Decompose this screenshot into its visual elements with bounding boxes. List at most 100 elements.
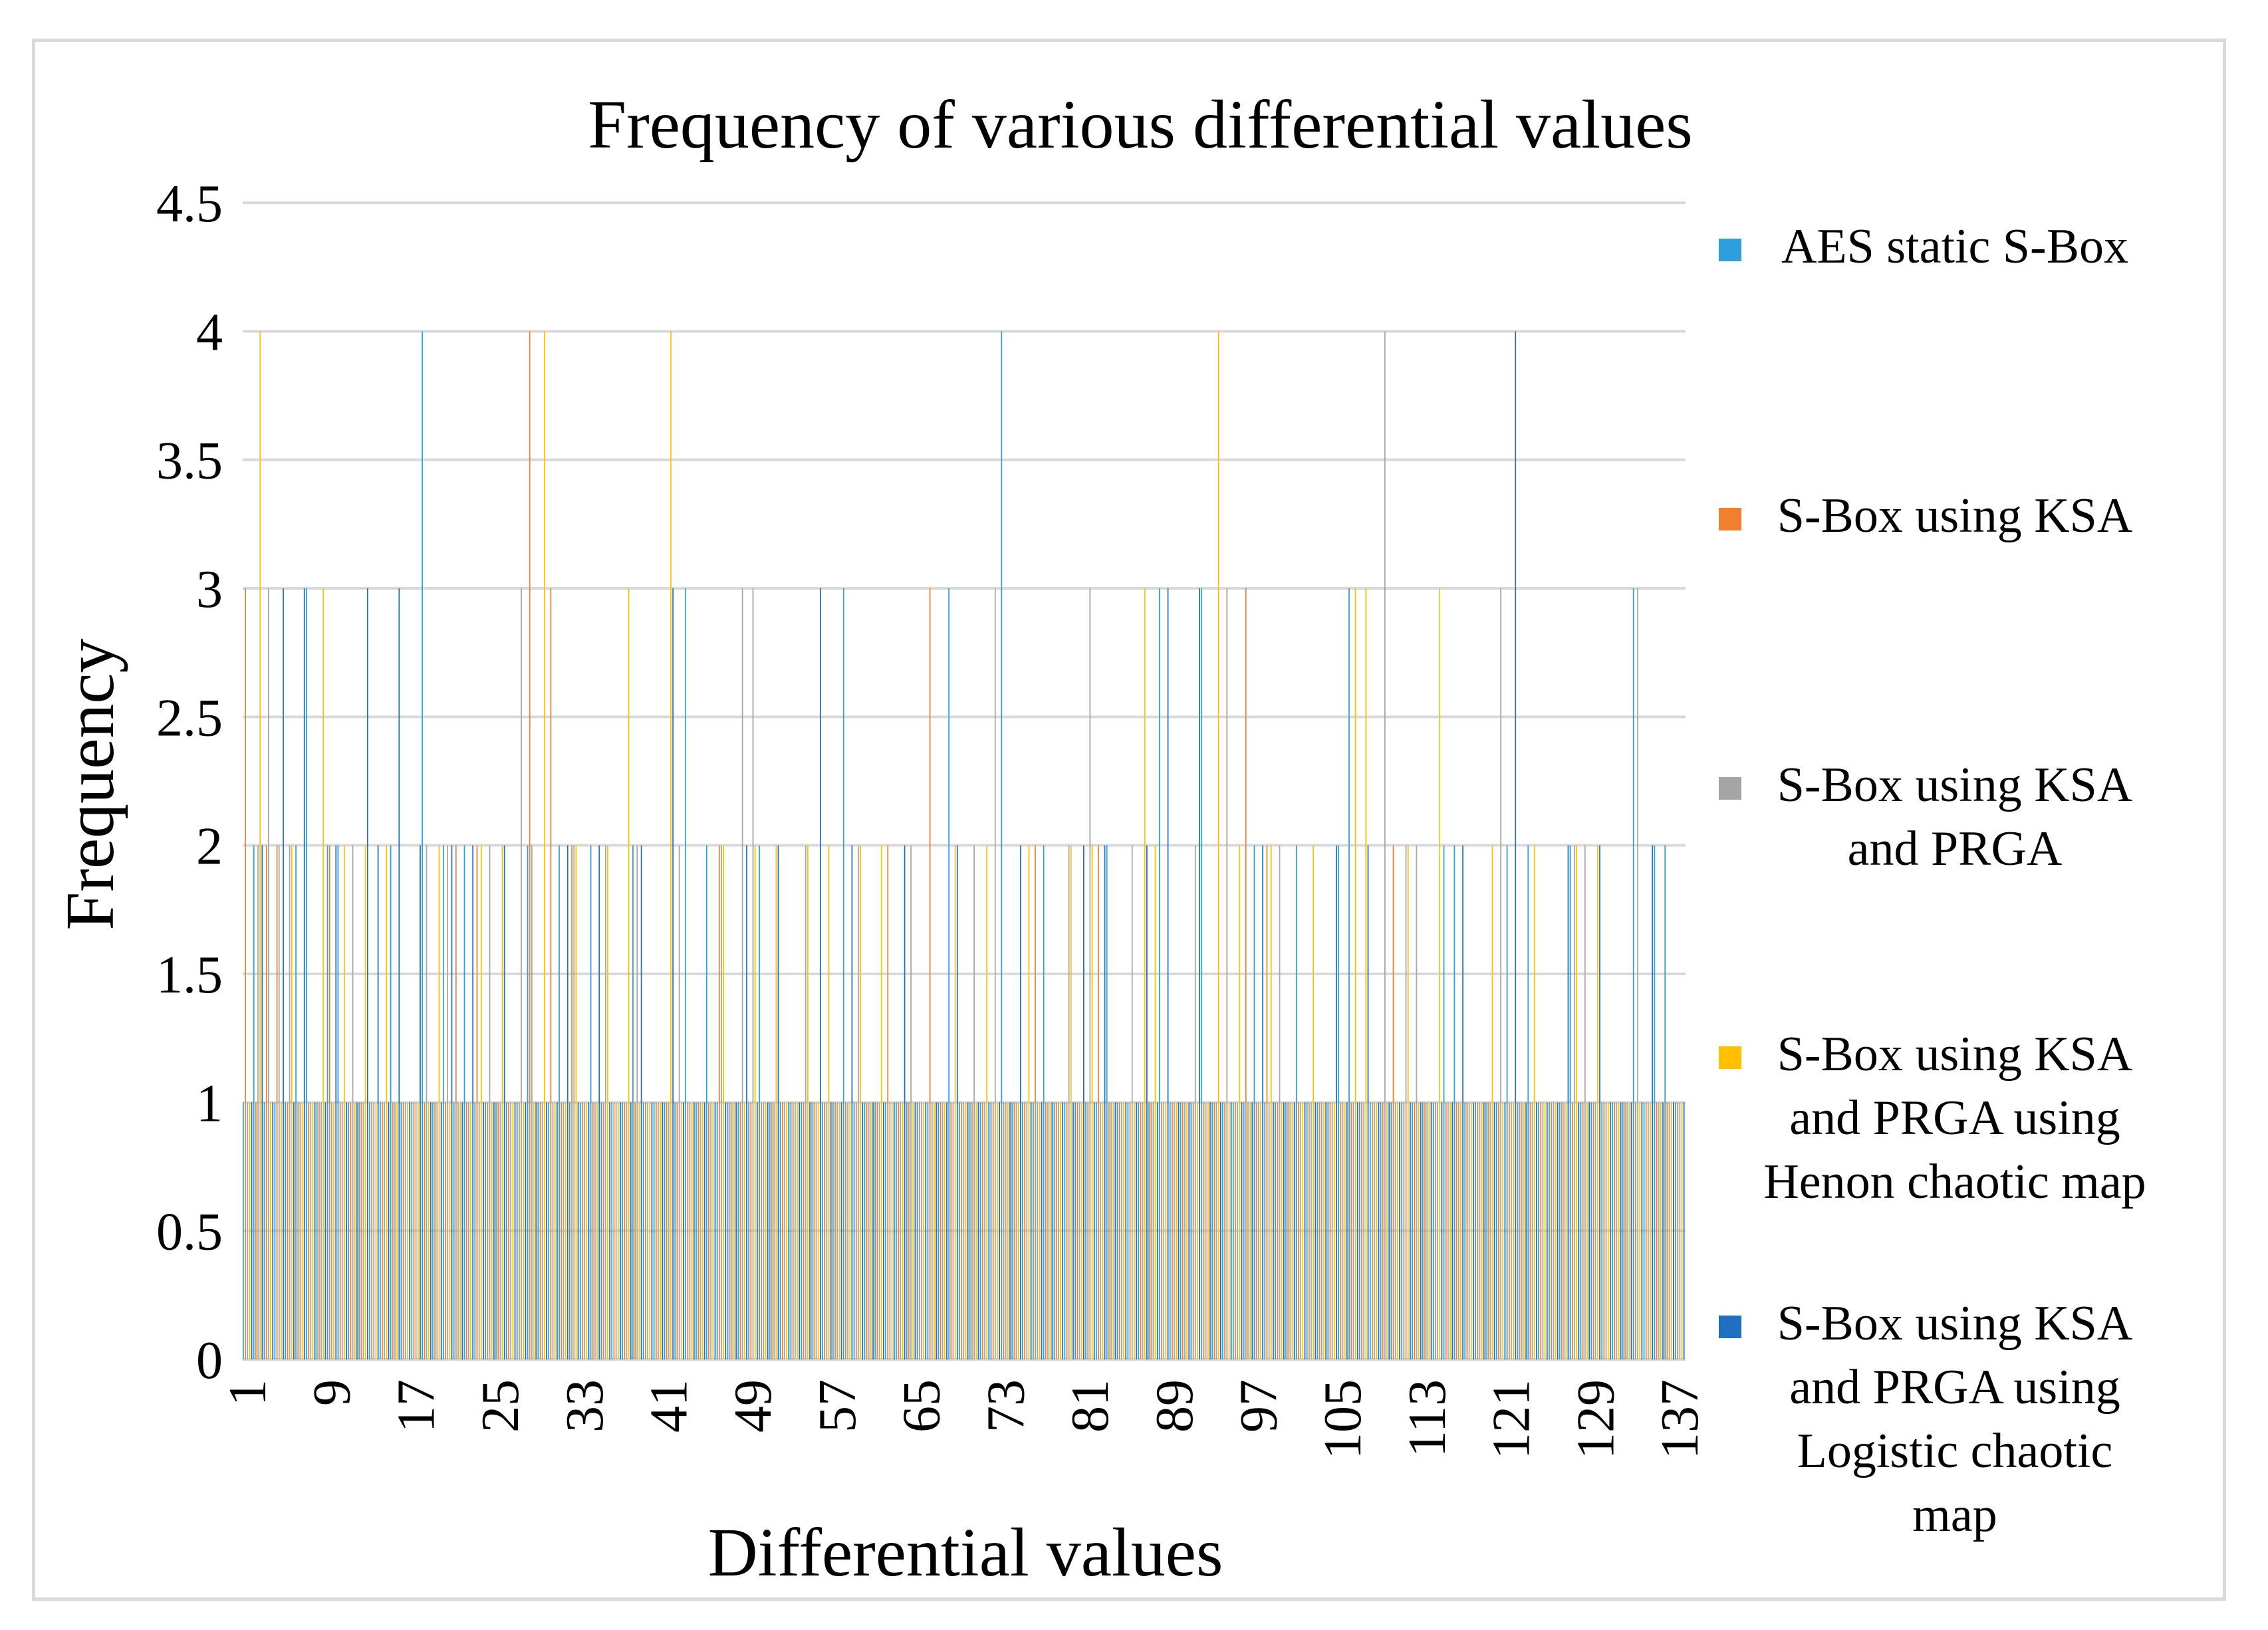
bar (1428, 1102, 1430, 1359)
bar (723, 845, 725, 1359)
bar (1300, 1102, 1302, 1359)
bar (1060, 1102, 1061, 1359)
bar (1116, 1102, 1118, 1359)
x-tick-label: 49 (724, 1379, 783, 1433)
bar (1557, 1102, 1559, 1359)
bar (512, 1102, 514, 1359)
bar (1660, 1102, 1662, 1359)
x-axis-ticks: 1 9 17 25 33 41 49 57 65 73 81 89 97 105 113 121 129 137 (219, 1379, 1709, 1459)
bar (434, 1102, 436, 1359)
bar (436, 1102, 438, 1359)
bar (384, 1102, 385, 1359)
bar (805, 845, 807, 1359)
bar (1152, 1102, 1154, 1359)
bar (1460, 1102, 1461, 1359)
bar (523, 1102, 525, 1359)
bar (1051, 1102, 1053, 1359)
bar (1108, 1102, 1110, 1359)
bar (864, 1102, 866, 1359)
bar (404, 1102, 406, 1359)
bar (1333, 1102, 1335, 1359)
x-tick-label: 129 (1567, 1379, 1625, 1459)
bar (352, 845, 354, 1359)
bar (1072, 1102, 1074, 1359)
bar (552, 1102, 554, 1359)
bar (1677, 1102, 1679, 1359)
bar (1178, 1102, 1180, 1359)
legend-label: Logistic chaotic (1797, 1424, 2113, 1478)
bar (918, 1102, 920, 1359)
bar (626, 1102, 628, 1359)
bar (308, 1102, 309, 1359)
bar (369, 1102, 370, 1359)
bar (811, 1102, 813, 1359)
bar (630, 1102, 632, 1359)
bar (999, 1102, 1001, 1359)
bar (483, 1102, 484, 1359)
bar (617, 1102, 619, 1359)
bar (579, 1102, 581, 1359)
bar (245, 588, 246, 1359)
legend-swatch (1719, 1316, 1741, 1338)
bar (287, 1102, 289, 1359)
bar (767, 1102, 769, 1359)
bar (470, 1102, 471, 1359)
bar (1358, 1102, 1360, 1359)
x-tick-label: 73 (977, 1379, 1035, 1433)
bar (628, 588, 630, 1359)
bar (316, 1102, 318, 1359)
legend-label: Henon chaotic map (1763, 1155, 2146, 1209)
bar (914, 1102, 916, 1359)
bar (956, 845, 958, 1359)
bar (1074, 1102, 1076, 1359)
bar (1348, 588, 1350, 1359)
bar (1448, 1102, 1449, 1359)
bar (281, 1102, 282, 1359)
bar (529, 331, 531, 1359)
bar (1475, 1102, 1476, 1359)
bar (1502, 1102, 1504, 1359)
bar (247, 1102, 249, 1359)
bar (967, 1102, 969, 1359)
bar (465, 1102, 467, 1359)
bar (1422, 1102, 1424, 1359)
bar (1306, 1102, 1308, 1359)
bar (314, 1102, 316, 1359)
bar (649, 1102, 651, 1359)
bar (910, 845, 912, 1359)
bar (1136, 1102, 1137, 1359)
bar (1346, 1102, 1348, 1359)
bar (1070, 845, 1072, 1359)
bar (1091, 845, 1093, 1359)
bar (1255, 1102, 1257, 1359)
bar (703, 1102, 705, 1359)
bar (299, 1102, 301, 1359)
bar (733, 1102, 735, 1359)
bar (1338, 845, 1340, 1359)
bar (994, 588, 996, 1359)
bar (541, 1102, 543, 1359)
bar (1641, 1102, 1643, 1359)
bar (1192, 1102, 1194, 1359)
bar (1049, 1102, 1051, 1359)
bar (453, 1102, 455, 1359)
bar (916, 1102, 918, 1359)
bar (842, 588, 844, 1359)
bar (754, 845, 756, 1359)
bar (883, 1102, 884, 1359)
bar (1024, 1102, 1026, 1359)
y-tick-label: 3 (196, 560, 223, 619)
bar (1553, 1102, 1555, 1359)
bar (737, 1102, 739, 1359)
bar (438, 845, 440, 1359)
bar (1392, 845, 1394, 1359)
bar (398, 588, 400, 1359)
bar (1647, 1102, 1649, 1359)
bar (1222, 1102, 1223, 1359)
x-tick-label: 9 (303, 1379, 362, 1406)
bar (1219, 1102, 1221, 1359)
bar (741, 588, 743, 1359)
bar (582, 1102, 583, 1359)
bar (986, 845, 988, 1359)
bar (1260, 1102, 1261, 1359)
